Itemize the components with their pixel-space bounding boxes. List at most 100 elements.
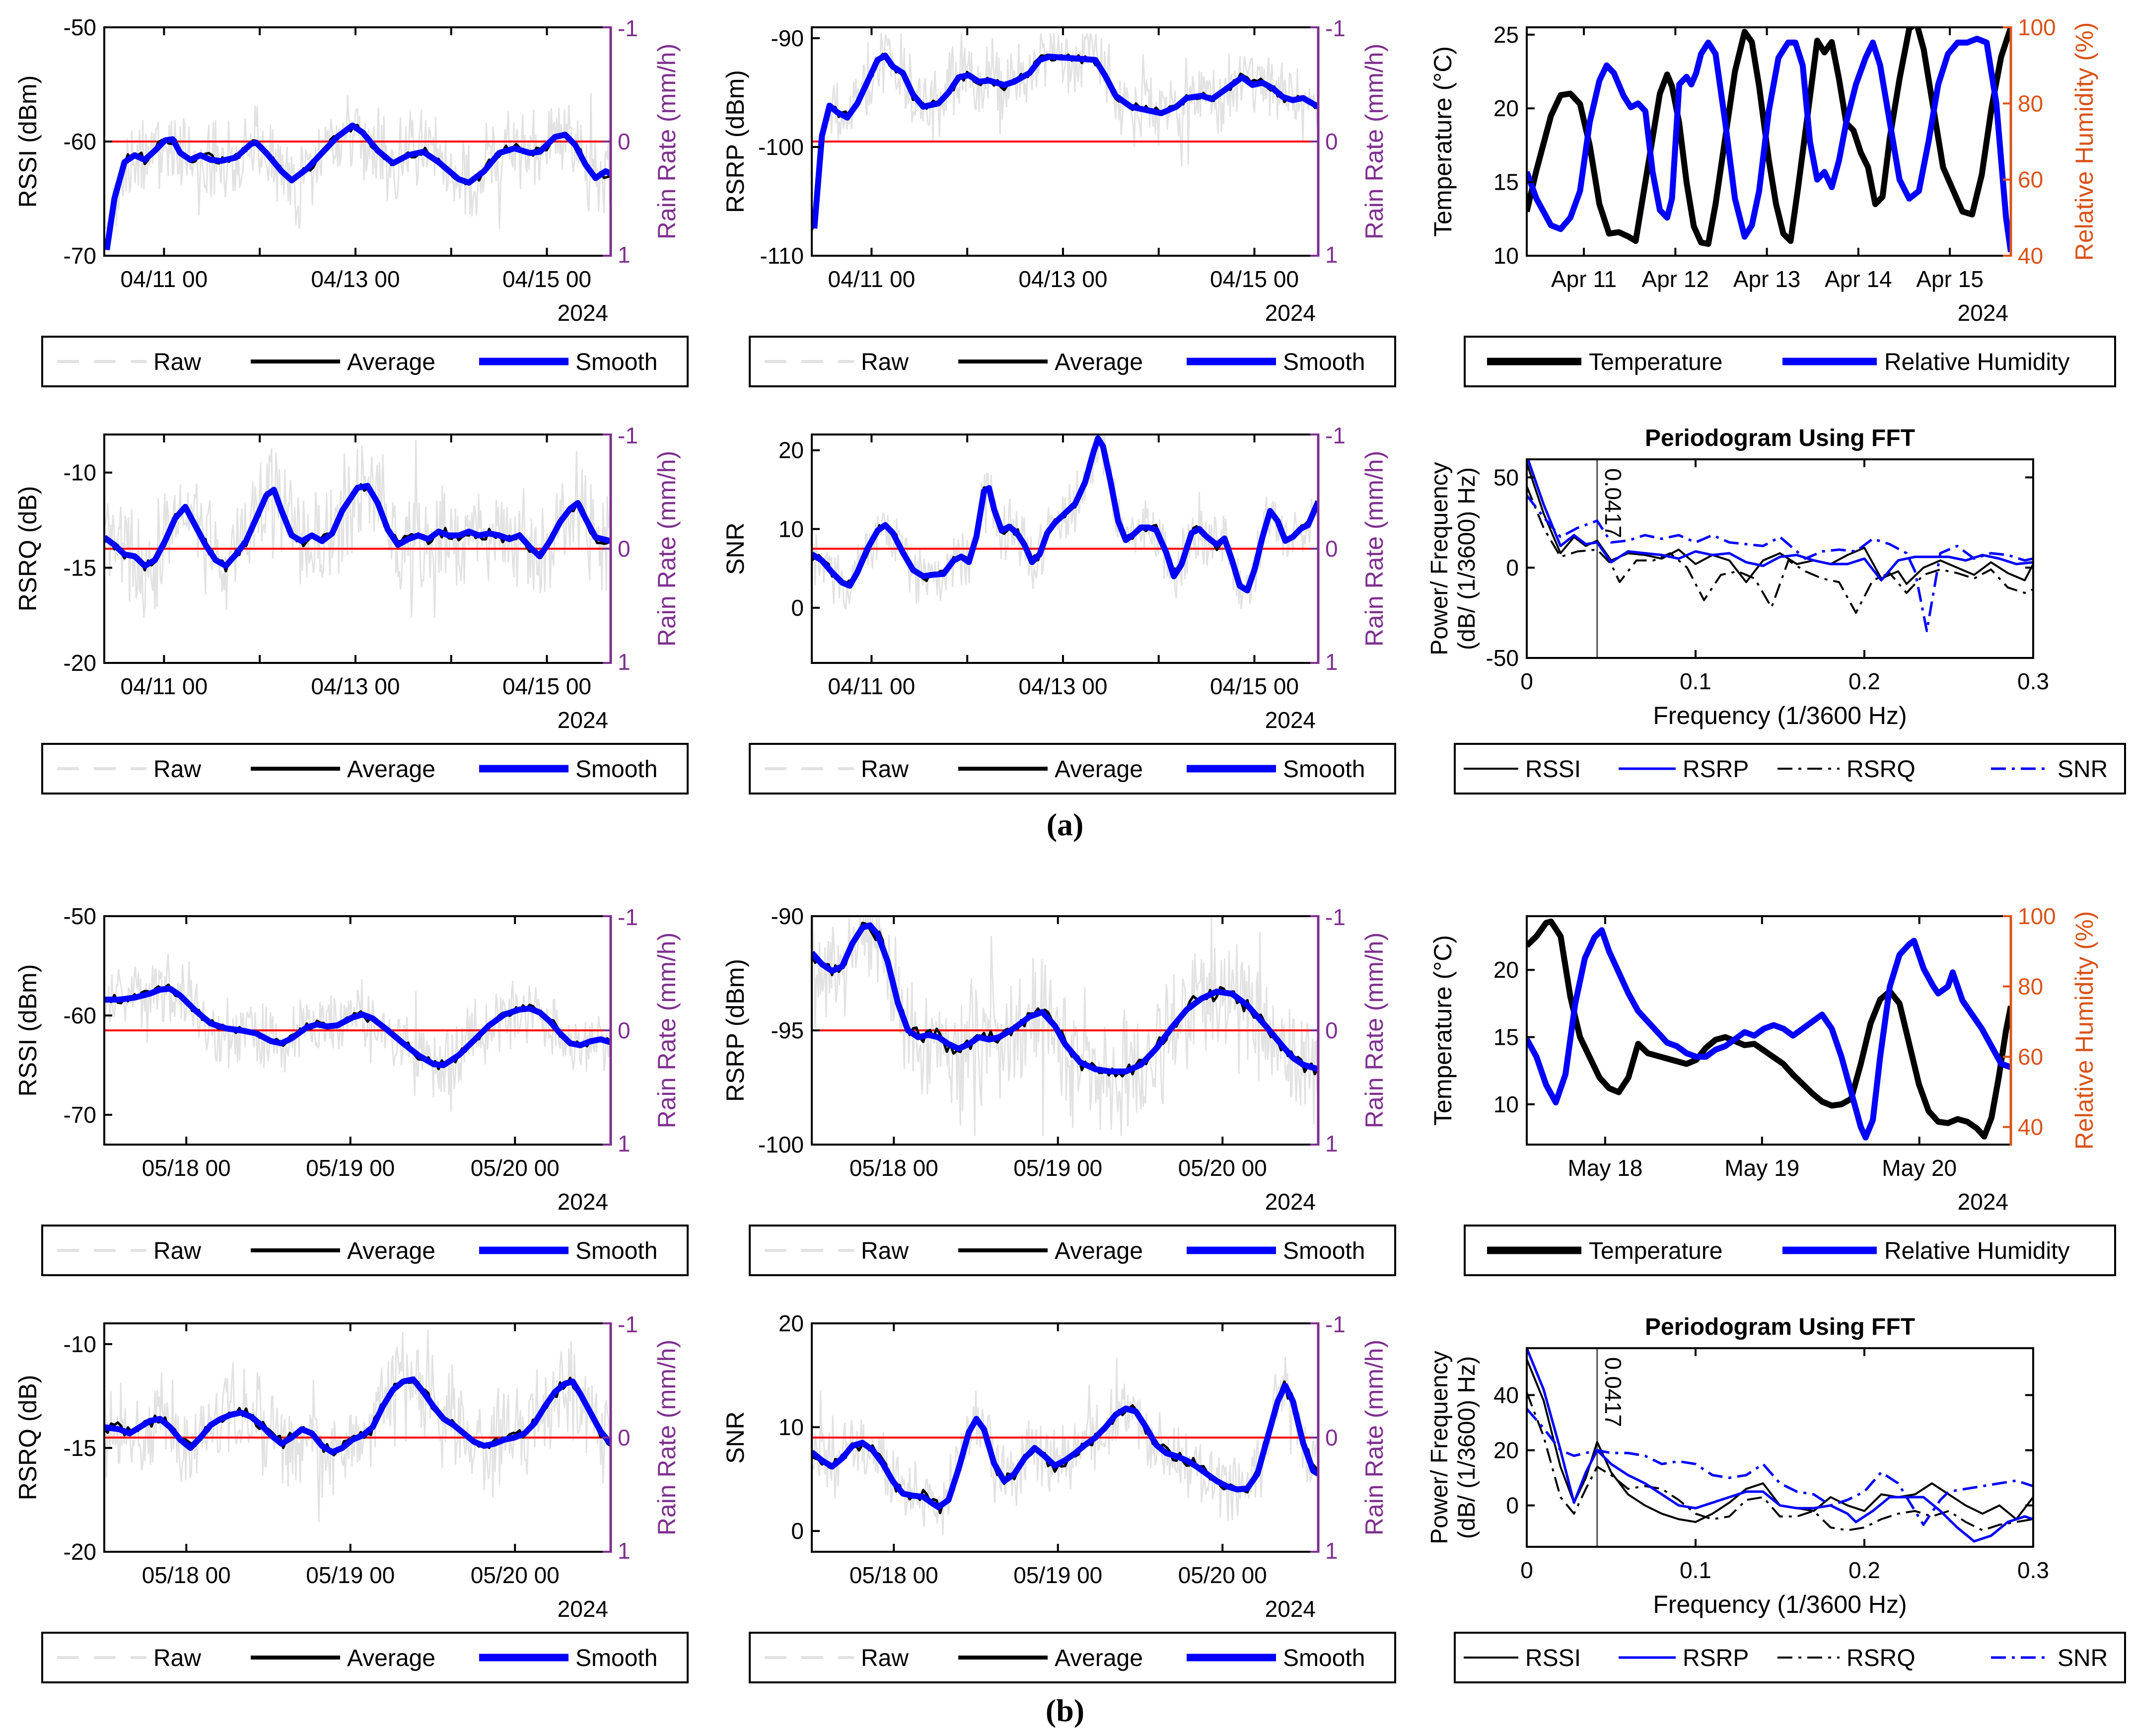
rh-tick-label: 40 bbox=[2018, 243, 2043, 269]
legend-label: RSSI bbox=[1525, 1645, 1581, 1671]
x-tick-label: 05/20 00 bbox=[471, 1155, 560, 1181]
x-tick-label: 05/18 00 bbox=[142, 1562, 231, 1588]
legend-label: Temperature bbox=[1589, 349, 1722, 375]
x-tick-label: Apr 13 bbox=[1733, 266, 1801, 292]
y-tick-label: -10 bbox=[64, 460, 96, 486]
rain-axis-label: Rain Rate (mm/h) bbox=[1360, 933, 1388, 1129]
y-axis-label: RSSI (dBm) bbox=[14, 75, 42, 208]
smooth-series bbox=[104, 986, 611, 1068]
rain-tick-label: -1 bbox=[1325, 15, 1346, 41]
caption-b: (b) bbox=[1045, 1693, 1085, 1728]
y-tick-label: -15 bbox=[64, 1435, 96, 1461]
legend-label: Raw bbox=[153, 1238, 201, 1264]
frequency-marker-label: 0.0417 bbox=[1600, 468, 1626, 538]
year-label: 2024 bbox=[1265, 707, 1316, 733]
rh-axis-label: Relative Humidity (%) bbox=[2070, 911, 2098, 1150]
chart-a-rssi: -50 -60 -70 04/11 00 04/13 00 04/15 00 2024 -1 0… bbox=[14, 14, 689, 387]
legend-box bbox=[41, 1225, 689, 1276]
rh-tick-label: 80 bbox=[2018, 974, 2043, 1000]
legend-label: Raw bbox=[153, 1645, 201, 1671]
x-tick-label: Apr 12 bbox=[1642, 266, 1709, 292]
y-tick-label: -60 bbox=[64, 1003, 96, 1028]
legend-box bbox=[41, 1632, 689, 1683]
x-tick-label: 0.3 bbox=[2017, 668, 2049, 694]
y-axis-label-line1: Power/ Frequency bbox=[1426, 462, 1453, 655]
smooth-series bbox=[812, 53, 1318, 229]
frequency-marker-label: 0.0417 bbox=[1600, 1357, 1626, 1427]
raw-series bbox=[812, 1357, 1318, 1535]
y-axis-label: RSRQ (dB) bbox=[14, 486, 42, 612]
y-tick-label: -110 bbox=[760, 243, 804, 269]
x-tick-label: 0.1 bbox=[1680, 1557, 1711, 1583]
legend-box bbox=[41, 336, 689, 387]
periodogram-rsrq-series bbox=[1527, 486, 2033, 614]
y-tick-label: -20 bbox=[64, 650, 96, 676]
y-tick-label: -50 bbox=[64, 14, 96, 40]
rain-tick-label: 1 bbox=[1325, 1538, 1338, 1564]
y-tick-label: -50 bbox=[1486, 645, 1519, 671]
legend-label: RSSI bbox=[1525, 756, 1581, 783]
y-tick-label: 20 bbox=[1493, 957, 1519, 983]
raw-series bbox=[812, 918, 1318, 1137]
rain-tick-label: -1 bbox=[618, 423, 638, 448]
y-tick-label: -70 bbox=[64, 1102, 96, 1128]
y-tick-label: 25 bbox=[1493, 22, 1519, 48]
y-axis-label: RSRP (dBm) bbox=[721, 959, 749, 1102]
legend-label: Average bbox=[1055, 349, 1143, 375]
smooth-series bbox=[812, 922, 1318, 1075]
rh-tick-label: 60 bbox=[2018, 167, 2043, 193]
rain-axis-label: Rain Rate (mm/h) bbox=[653, 1340, 681, 1536]
raw-series bbox=[104, 439, 611, 618]
x-tick-label: 04/13 00 bbox=[311, 673, 400, 699]
rain-tick-label: -1 bbox=[618, 904, 638, 930]
plot-box bbox=[1526, 458, 2034, 659]
x-axis-label: Frequency (1/3600 Hz) bbox=[1653, 702, 1907, 729]
y-tick-label: -95 bbox=[771, 1017, 804, 1043]
x-tick-label: 04/15 00 bbox=[1210, 266, 1299, 292]
x-tick-label: 05/20 00 bbox=[1178, 1562, 1267, 1588]
x-tick-label: 0.2 bbox=[1848, 668, 1880, 694]
x-tick-label: 04/11 00 bbox=[121, 266, 208, 292]
chart-b-period: 0.0417 40 20 0 0 0.1 0.2 0.3 Frequency (1/3600 H… bbox=[1426, 1314, 2126, 1683]
legend-label: Raw bbox=[861, 756, 909, 783]
year-label: 2024 bbox=[558, 707, 608, 733]
x-axis-label: Frequency (1/3600 Hz) bbox=[1653, 1591, 1907, 1618]
periodogram-snr-series bbox=[1527, 1408, 2033, 1526]
rain-axis-label: Rain Rate (mm/h) bbox=[653, 451, 681, 647]
legend-label: Temperature bbox=[1589, 1238, 1722, 1264]
smooth-series bbox=[104, 122, 611, 251]
legend-label: Raw bbox=[861, 1645, 909, 1671]
legend-label: Raw bbox=[153, 756, 201, 783]
rain-tick-label: 1 bbox=[618, 242, 631, 268]
humidity-series bbox=[1527, 36, 2011, 253]
rh-tick-label: 40 bbox=[2018, 1114, 2043, 1140]
rain-tick-label: 1 bbox=[618, 1538, 631, 1564]
legend-label: Smooth bbox=[1283, 1238, 1365, 1264]
rh-tick-label: 80 bbox=[2018, 90, 2043, 116]
legend-label: RSRP bbox=[1683, 756, 1749, 783]
y-tick-label: -20 bbox=[64, 1539, 96, 1565]
periodogram-rsrp-series bbox=[1527, 1348, 2033, 1543]
legend-label: Smooth bbox=[575, 756, 657, 783]
rain-tick-label: -1 bbox=[1325, 423, 1346, 448]
periodogram-snr-series bbox=[1527, 495, 2033, 632]
y-tick-label: 10 bbox=[779, 516, 804, 542]
smooth-series bbox=[104, 483, 611, 569]
x-tick-label: 04/15 00 bbox=[502, 673, 591, 699]
legend-label: Smooth bbox=[1283, 349, 1365, 375]
rh-axis-label: Relative Humidity (%) bbox=[2070, 22, 2098, 261]
x-tick-label: 05/20 00 bbox=[1178, 1155, 1267, 1181]
y-tick-label: 0 bbox=[791, 1518, 804, 1544]
y-axis-label: Temperature (°C) bbox=[1429, 46, 1457, 237]
y-tick-label: 20 bbox=[1493, 95, 1519, 121]
smooth-series bbox=[812, 435, 1318, 594]
legend-label: RSRQ bbox=[1846, 1645, 1916, 1671]
x-tick-label: 0.1 bbox=[1680, 668, 1711, 694]
x-tick-label: 05/18 00 bbox=[850, 1562, 938, 1588]
y-tick-label: -100 bbox=[758, 1132, 804, 1157]
y-tick-label: -10 bbox=[64, 1331, 96, 1357]
